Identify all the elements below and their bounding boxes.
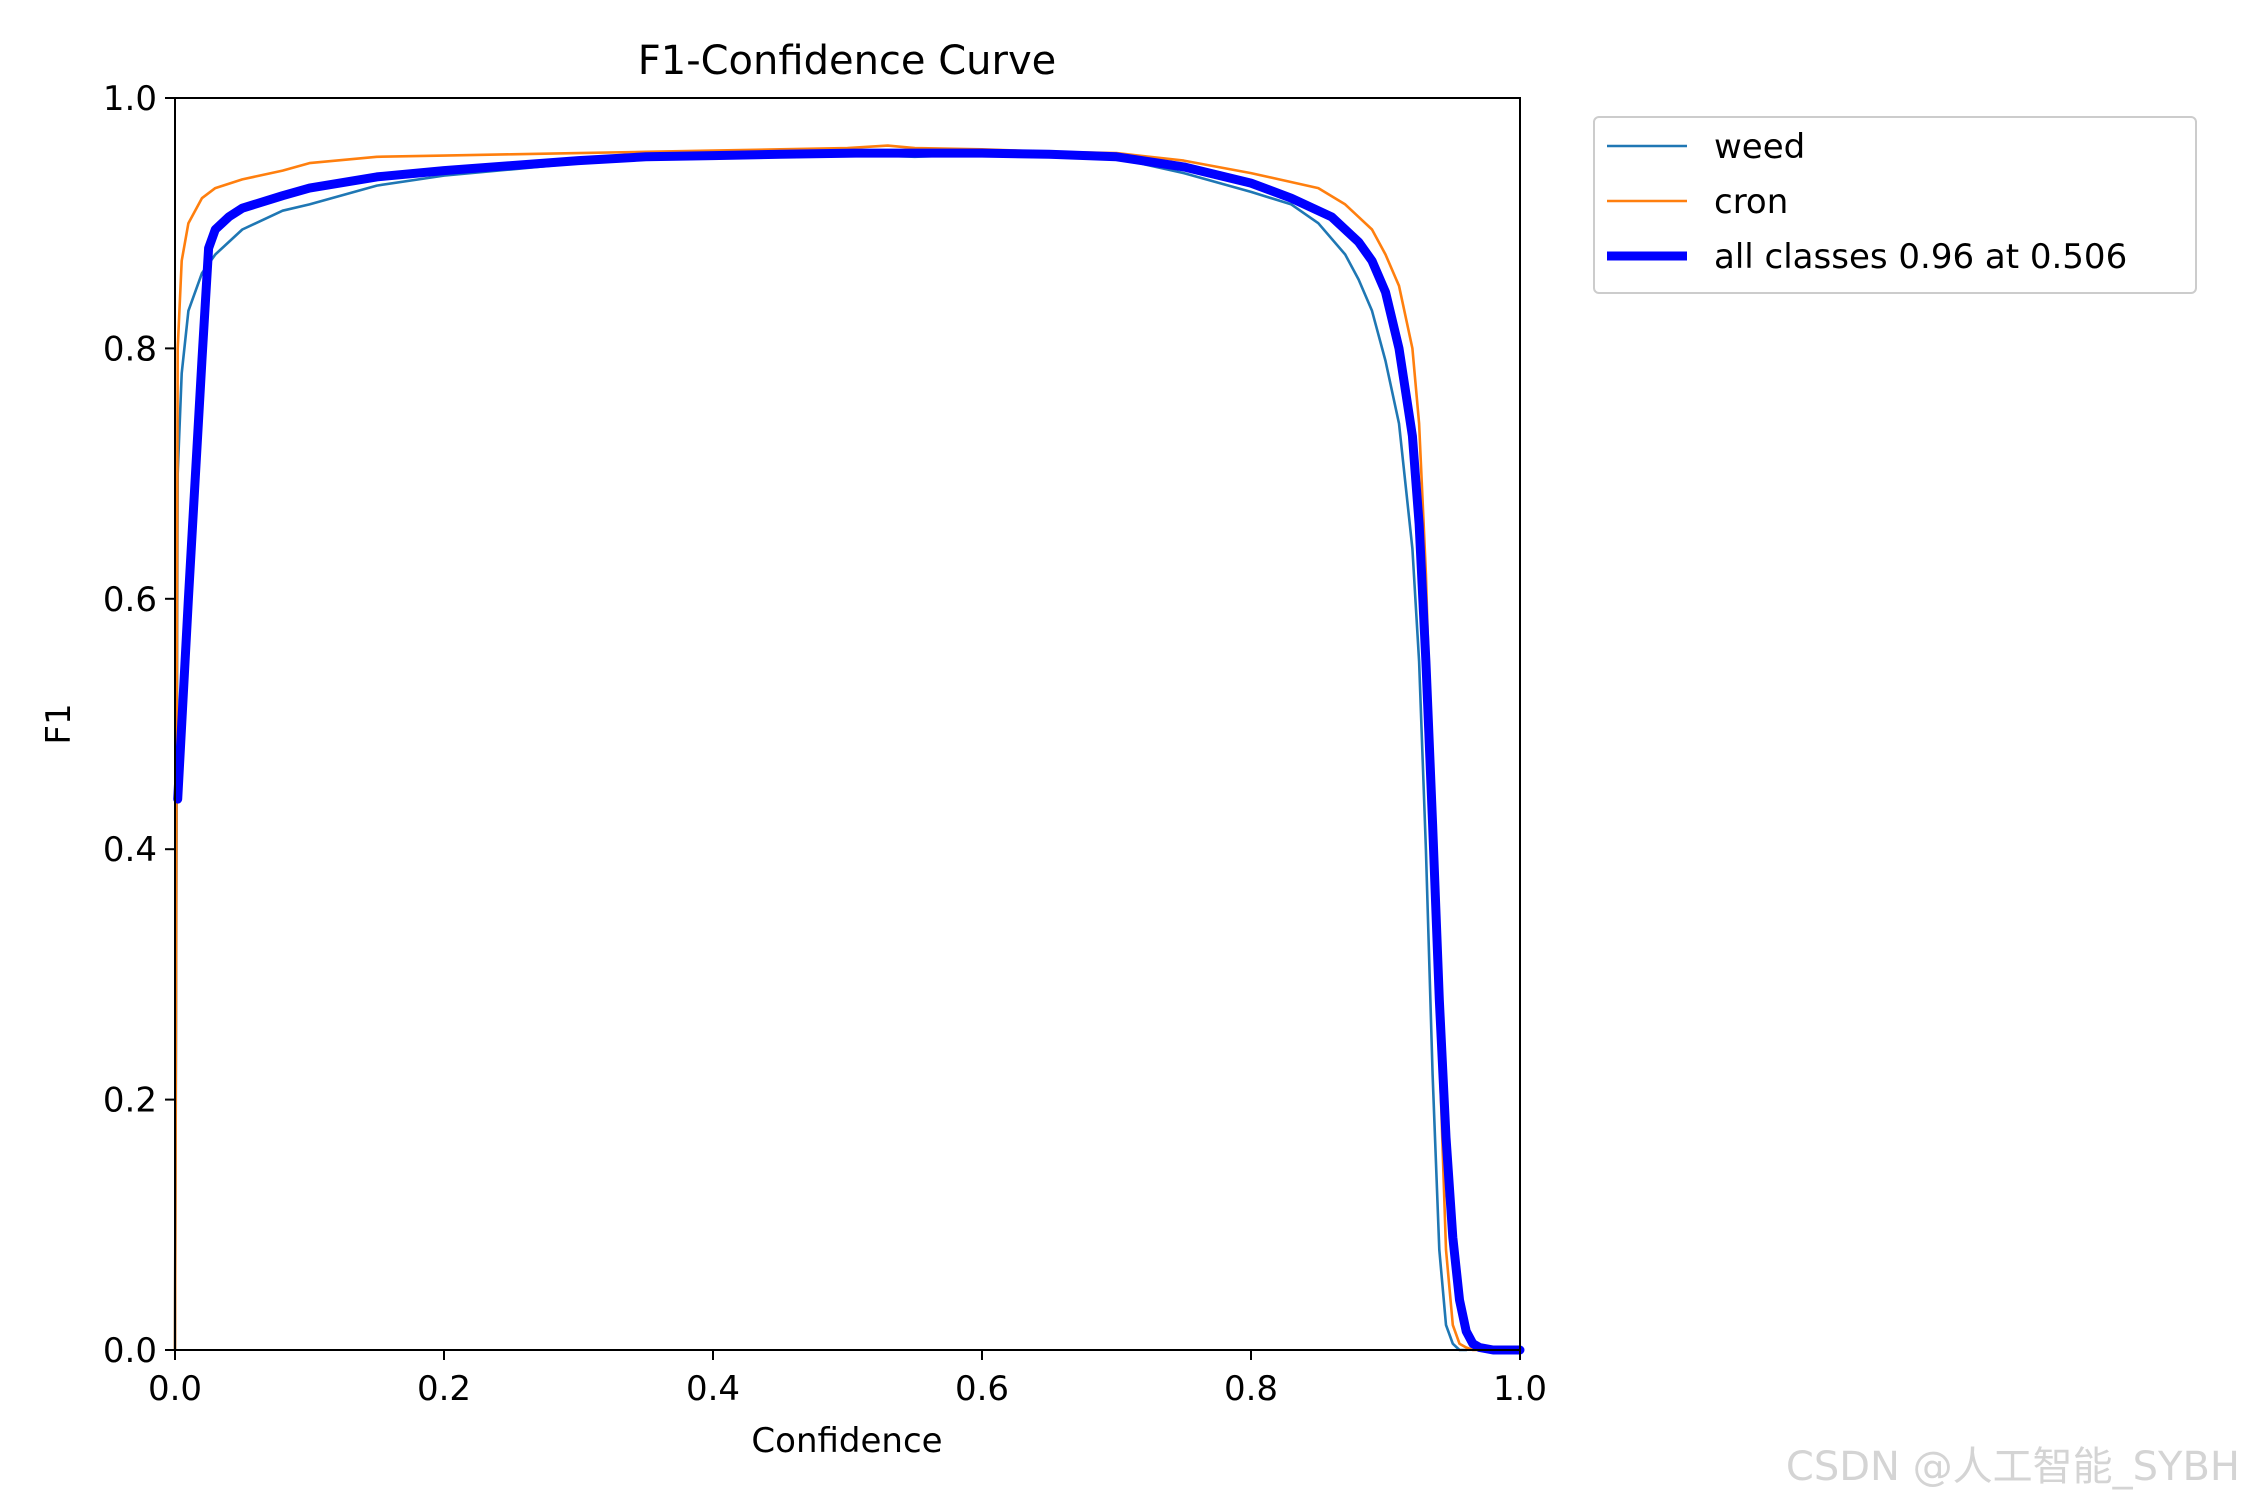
series-line-2: [173, 148, 1525, 1355]
x-tick-label: 1.0: [1493, 1369, 1547, 1409]
plot-lines: [173, 144, 1525, 1355]
x-tick-label: 0.4: [686, 1369, 740, 1409]
legend: weed cron all classes 0.96 at 0.506: [1593, 116, 2197, 294]
y-axis-ticks: 0.0 0.2 0.4 0.6 0.8 1.0: [103, 79, 175, 1371]
x-tick-label: 0.2: [417, 1369, 471, 1409]
y-tick-label: 0.6: [103, 580, 157, 620]
series-line-0: [173, 153, 1468, 1352]
x-tick-label: 0.6: [955, 1369, 1009, 1409]
y-tick-label: 0.0: [103, 1331, 157, 1371]
y-tick-label: 0.8: [103, 329, 157, 369]
plot-frame: [174, 97, 1521, 1351]
x-tick-label: 0.0: [148, 1369, 202, 1409]
legend-label-2: all classes 0.96 at 0.506: [1714, 237, 2127, 277]
series-line-1: [173, 144, 1481, 1352]
watermark: CSDN @人工智能_SYBH: [1785, 1444, 2240, 1490]
y-tick-label: 0.2: [103, 1081, 157, 1121]
x-axis-ticks: 0.0 0.2 0.4 0.6 0.8 1.0: [148, 1350, 1547, 1409]
chart-title: F1-Confidence Curve: [638, 38, 1057, 84]
x-tick-label: 0.8: [1224, 1369, 1278, 1409]
legend-label-1: cron: [1714, 182, 1788, 222]
y-tick-label: 1.0: [103, 79, 157, 119]
y-tick-label: 0.4: [103, 830, 157, 870]
legend-box: [1593, 116, 2197, 294]
x-axis-label: Confidence: [751, 1421, 942, 1461]
legend-label-0: weed: [1714, 127, 1805, 167]
y-axis-label: F1: [39, 703, 79, 744]
